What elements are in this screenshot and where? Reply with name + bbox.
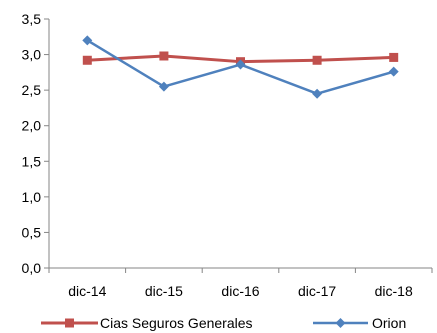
y-tick-label: 1,0 — [22, 189, 42, 205]
data-point — [159, 51, 169, 61]
data-point — [82, 35, 93, 46]
axes: 0,0 0,5 1,0 1,5 2,0 2,5 3,0 3,5 dic-14 dic-15 dic-… — [22, 11, 433, 299]
y-tick-label: 2,0 — [22, 118, 42, 134]
legend: Cias Seguros Generales Orion — [41, 315, 406, 331]
y-tick-label: 0,5 — [22, 224, 42, 240]
y-tick-label: 0,0 — [22, 260, 42, 276]
x-tick-label: dic-15 — [145, 283, 183, 299]
data-point — [235, 59, 246, 70]
legend-swatch-marker — [65, 318, 74, 328]
y-tick-label: 3,0 — [22, 47, 42, 63]
legend-item: Orion — [313, 315, 406, 331]
legend-label: Orion — [372, 315, 406, 331]
data-point — [158, 81, 169, 92]
series-orion — [82, 35, 399, 99]
data-point — [312, 55, 322, 65]
x-tick-label: dic-16 — [221, 283, 259, 299]
x-tick-label: dic-17 — [298, 283, 336, 299]
y-tick-label: 1,5 — [22, 153, 42, 169]
y-tick-label: 3,5 — [22, 11, 42, 27]
series-group — [82, 35, 399, 99]
y-tick-label: 2,5 — [22, 82, 42, 98]
data-point — [312, 88, 323, 99]
data-point — [82, 55, 92, 65]
legend-swatch-marker — [335, 318, 346, 328]
legend-item: Cias Seguros Generales — [41, 315, 253, 331]
x-tick-label: dic-18 — [375, 283, 413, 299]
data-point — [388, 66, 399, 77]
x-tick-label: dic-14 — [68, 283, 106, 299]
legend-label: Cias Seguros Generales — [100, 315, 253, 331]
data-point — [389, 52, 399, 62]
